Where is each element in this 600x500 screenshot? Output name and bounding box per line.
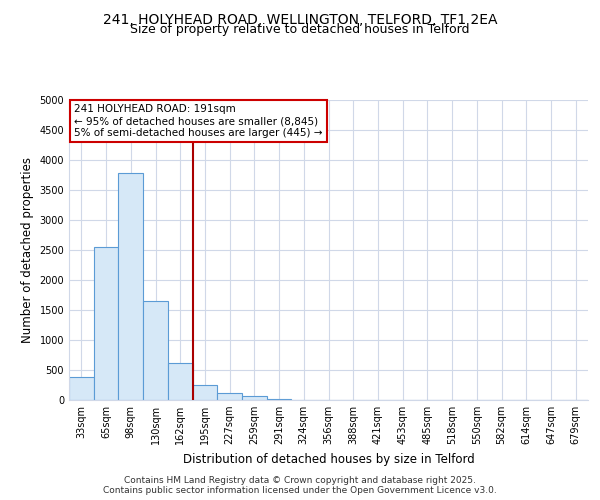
Bar [69, 377, 94, 400]
Bar [168, 363, 193, 400]
Text: Contains HM Land Registry data © Crown copyright and database right 2025.
Contai: Contains HM Land Registry data © Crown c… [103, 476, 497, 495]
Bar [242, 396, 267, 400]
Bar [143, 301, 168, 400]
Y-axis label: Number of detached properties: Number of detached properties [21, 157, 34, 343]
Bar [94, 247, 118, 400]
Bar [217, 393, 242, 400]
Text: 241, HOLYHEAD ROAD, WELLINGTON, TELFORD, TF1 2EA: 241, HOLYHEAD ROAD, WELLINGTON, TELFORD,… [103, 12, 497, 26]
Text: 241 HOLYHEAD ROAD: 191sqm
← 95% of detached houses are smaller (8,845)
5% of sem: 241 HOLYHEAD ROAD: 191sqm ← 95% of detac… [74, 104, 323, 138]
X-axis label: Distribution of detached houses by size in Telford: Distribution of detached houses by size … [182, 452, 475, 466]
Bar [118, 173, 143, 400]
Text: Size of property relative to detached houses in Telford: Size of property relative to detached ho… [130, 24, 470, 36]
Bar [193, 385, 217, 400]
